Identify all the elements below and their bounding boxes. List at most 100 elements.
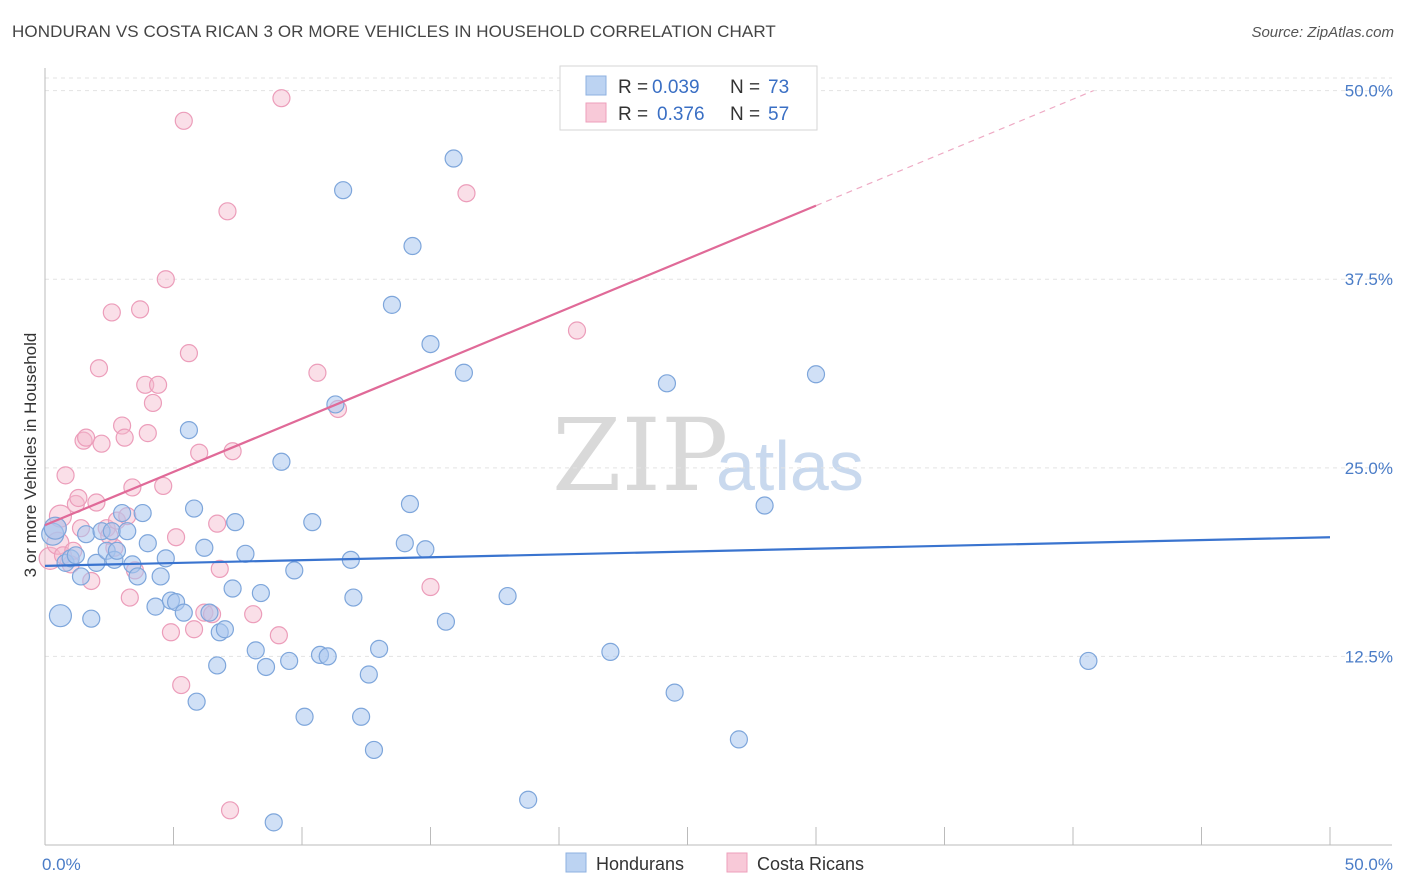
honduran-point [226, 513, 245, 532]
x-tick-label-max: 50.0% [1345, 855, 1393, 874]
honduran-point [1079, 651, 1098, 671]
honduran-point [665, 683, 684, 702]
honduran-point [251, 583, 270, 603]
honduran-point [208, 656, 227, 675]
bottom-legend-swatch-costa-ricans [726, 852, 748, 873]
costa-rican-point [210, 559, 229, 579]
honduran-point [112, 503, 132, 523]
honduran-point [436, 612, 456, 631]
honduran-point [138, 534, 157, 553]
y-tick-label: 25.0% [1345, 459, 1393, 478]
honduran-point [264, 813, 283, 832]
honduran-point [395, 534, 414, 553]
honduran-point [519, 790, 538, 809]
tick-labels: 12.5% 25.0% 37.5% 50.0% 0.0% 50.0% [42, 82, 1393, 874]
honduran-point [416, 540, 435, 559]
honduran-point [48, 604, 73, 628]
costa-rican-point [92, 434, 111, 453]
honduran-point [657, 374, 677, 393]
costa-rican-point [154, 476, 173, 496]
costa-rican-point [138, 424, 157, 443]
bottom-legend: Hondurans Costa Ricans [565, 852, 864, 874]
legend-n-value-2: 57 [768, 104, 789, 125]
honduran-point [272, 452, 291, 471]
x-tick-label-min: 0.0% [42, 855, 81, 874]
honduran-point [246, 641, 265, 660]
costa-rican-point [130, 300, 150, 319]
costa-rican-point [56, 466, 75, 485]
honduran-point [454, 363, 474, 382]
honduran-point [421, 334, 440, 354]
legend-n-value-1: 73 [768, 77, 789, 98]
honduran-point [318, 647, 337, 666]
honduran-point [174, 603, 193, 622]
costa-rican-point [272, 89, 291, 108]
costa-rican-point [156, 270, 175, 289]
honduran-point [133, 503, 152, 523]
honduran-point [236, 544, 255, 563]
legend-n-label-2: N = [730, 104, 760, 125]
legend-r-label-2: R = [618, 104, 648, 125]
costa-rican-point [89, 359, 109, 378]
honduran-point [102, 522, 121, 541]
honduran-point [82, 609, 101, 628]
costa-rican-point [115, 428, 134, 447]
scatter-points [38, 89, 1098, 832]
honduran-point [146, 597, 165, 616]
honduran-point [364, 740, 384, 760]
honduran-point [107, 541, 127, 560]
legend-n-label-1: N = [730, 77, 760, 98]
watermark-atlas: atlas [716, 427, 864, 505]
honduran-point [295, 707, 314, 726]
honduran-point [359, 665, 378, 684]
honduran-point [382, 295, 402, 314]
watermark-zip: ZIP [552, 397, 728, 514]
y-tick-label: 12.5% [1345, 647, 1393, 666]
honduran-point [128, 567, 147, 586]
costa-rican-point [218, 202, 237, 221]
costa-rican-trend-extension [815, 90, 1094, 207]
honduran-point [601, 642, 620, 661]
costa-rican-point [244, 605, 263, 624]
honduran-point [755, 496, 774, 515]
honduran-trend-line [44, 536, 1331, 567]
honduran-point [66, 546, 85, 565]
costa-rican-point [269, 626, 288, 645]
top-legend: R = 0.039 N = 73 R = 0.376 N = 57 [559, 65, 818, 131]
honduran-point [184, 499, 204, 518]
trend-lines [44, 90, 1331, 567]
honduran-point [344, 588, 363, 607]
costa-rican-point [166, 528, 186, 547]
honduran-point [215, 620, 234, 639]
honduran-point [151, 567, 170, 586]
costa-rican-point [174, 111, 193, 130]
costa-rican-point [172, 675, 191, 695]
honduran-point [280, 651, 299, 671]
y-tick-label: 50.0% [1345, 82, 1393, 101]
honduran-point [118, 522, 137, 541]
legend-r-label-1: R = [618, 77, 648, 98]
honduran-point [303, 513, 322, 532]
legend-r-value-2: 0.376 [657, 104, 705, 125]
honduran-point [71, 567, 91, 586]
costa-rican-point [148, 375, 168, 394]
costa-rican-point [179, 344, 199, 363]
honduran-point [200, 603, 219, 622]
honduran-point [352, 707, 371, 726]
honduran-point [77, 525, 96, 544]
costa-rican-point [143, 393, 163, 413]
honduran-point [806, 365, 826, 384]
costa-rican-point [136, 375, 155, 394]
costa-rican-point [567, 321, 587, 340]
costa-rican-point [457, 184, 476, 203]
grid-lines [45, 77, 1392, 657]
source-label: Source: ZipAtlas.com [1251, 24, 1394, 41]
honduran-point [256, 657, 276, 677]
costa-rican-point [161, 623, 181, 642]
honduran-point [187, 692, 206, 711]
honduran-point [400, 494, 420, 514]
bottom-legend-hondurans: Hondurans [596, 854, 684, 874]
costa-rican-point [69, 488, 88, 508]
costa-rican-point [77, 428, 96, 447]
